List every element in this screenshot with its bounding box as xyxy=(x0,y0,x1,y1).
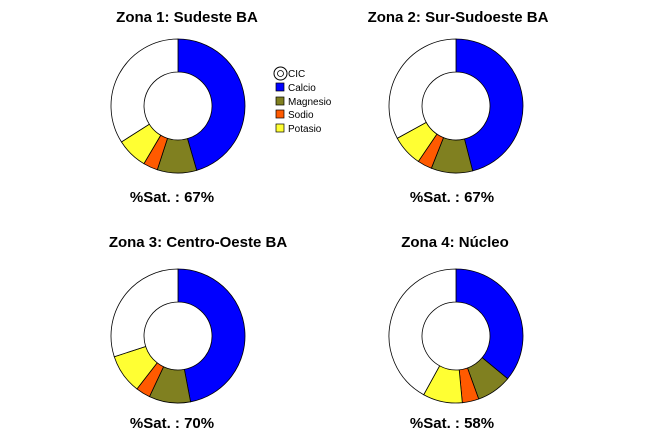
slice-cic xyxy=(388,268,457,396)
legend-item-cic: CIC xyxy=(273,66,305,81)
chart-zona-1: Zona 1: Sudeste BA %Sat. : 67% xyxy=(110,9,258,206)
legend-label: Sodio xyxy=(288,110,314,121)
chart-title: Zona 1: Sudeste BA xyxy=(116,9,258,26)
legend-label: Magnesio xyxy=(288,97,332,108)
legend-swatch-magnesio xyxy=(275,96,285,106)
slice-calcio xyxy=(455,38,524,172)
legend-item-calcio: Calcio xyxy=(275,82,316,94)
legend-item-magnesio: Magnesio xyxy=(275,96,332,108)
legend-swatch-potasio xyxy=(275,123,285,133)
slice-calcio xyxy=(177,38,246,171)
slice-cic xyxy=(388,38,457,139)
legend-label: Calcio xyxy=(288,83,316,94)
chart-title: Zona 4: Núcleo xyxy=(401,234,509,251)
slice-cic xyxy=(110,38,179,143)
legend-item-potasio: Potasio xyxy=(275,123,322,135)
legend: CIC Calcio Magnesio Sodio Potasio xyxy=(273,66,332,135)
chart-title: Zona 2: Sur-Sudoeste BA xyxy=(368,9,549,26)
slice-cic xyxy=(110,268,179,358)
donut-chart xyxy=(388,38,524,174)
saturation-label: %Sat. : 58% xyxy=(410,415,494,432)
chart-title: Zona 3: Centro-Oeste BA xyxy=(109,234,288,251)
legend-label: Potasio xyxy=(288,124,322,135)
slice-calcio xyxy=(177,268,246,403)
donut-chart xyxy=(110,268,246,404)
chart-zona-3: Zona 3: Centro-Oeste BA %Sat. : 70% xyxy=(109,234,288,432)
donut-chart xyxy=(110,38,246,174)
donut-chart xyxy=(388,268,524,404)
legend-label: CIC xyxy=(288,69,305,80)
legend-swatch-calcio xyxy=(275,82,285,92)
saturation-label: %Sat. : 70% xyxy=(130,415,214,432)
chart-zona-4: Zona 4: Núcleo %Sat. : 58% xyxy=(388,234,524,432)
legend-swatch-cic-inner xyxy=(277,70,284,77)
slice-calcio xyxy=(455,268,524,380)
legend-item-sodio: Sodio xyxy=(275,109,314,121)
saturation-label: %Sat. : 67% xyxy=(130,189,214,206)
chart-zona-2: Zona 2: Sur-Sudoeste BA %Sat. : 67% xyxy=(368,9,549,206)
saturation-label: %Sat. : 67% xyxy=(410,189,494,206)
legend-swatch-sodio xyxy=(275,109,285,119)
